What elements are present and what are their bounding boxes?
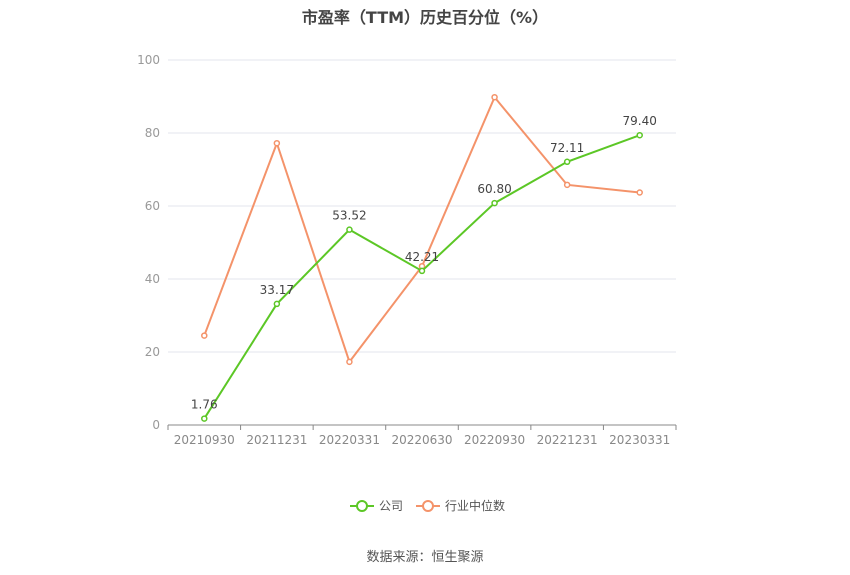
legend: 公司 行业中位数 bbox=[350, 498, 505, 513]
data-labels: 1.76 33.17 53.52 42.21 60.80 72.11 79.40 bbox=[191, 114, 657, 411]
legend-marker bbox=[356, 500, 368, 512]
x-tick-label: 20220930 bbox=[464, 433, 525, 447]
chart-title: 市盈率（TTM）历史百分位（%） bbox=[301, 8, 549, 27]
data-point bbox=[563, 158, 571, 166]
data-point bbox=[346, 358, 353, 366]
data-point bbox=[201, 415, 208, 422]
x-tick-label: 20210930 bbox=[174, 433, 235, 447]
data-point bbox=[563, 181, 571, 189]
data-point bbox=[346, 226, 353, 233]
data-label: 79.40 bbox=[623, 114, 657, 128]
data-point bbox=[491, 93, 498, 101]
y-tick-label: 20 bbox=[145, 345, 160, 359]
data-point bbox=[201, 332, 208, 339]
data-label: 72.11 bbox=[550, 141, 584, 155]
data-label: 53.52 bbox=[332, 209, 366, 223]
x-axis: 20210930 20211231 20220331 20220630 20220930… bbox=[167, 424, 677, 447]
source-note: 数据来源：恒生聚源 bbox=[366, 550, 484, 565]
data-point bbox=[491, 199, 498, 207]
series-line bbox=[203, 95, 640, 364]
data-label: 60.80 bbox=[477, 182, 511, 196]
legend-marker bbox=[422, 500, 434, 512]
y-axis-ticks: 0 20 40 60 80 100 bbox=[137, 53, 160, 432]
y-tick-label: 60 bbox=[145, 199, 160, 213]
y-tick-label: 100 bbox=[137, 53, 160, 67]
data-point bbox=[636, 189, 643, 196]
y-tick-label: 0 bbox=[152, 418, 160, 432]
x-tick-label: 20220630 bbox=[391, 433, 452, 447]
grid-lines bbox=[168, 59, 676, 353]
series-line bbox=[203, 134, 641, 420]
data-point bbox=[636, 131, 643, 139]
x-tick-label: 20221231 bbox=[537, 433, 598, 447]
data-label: 33.17 bbox=[260, 283, 294, 297]
data-label: 42.21 bbox=[405, 250, 439, 264]
x-tick-label: 20220331 bbox=[319, 433, 380, 447]
legend-label: 行业中位数 bbox=[445, 498, 505, 513]
x-tick-label: 20211231 bbox=[246, 433, 307, 447]
x-tick-label: 20230331 bbox=[609, 433, 670, 447]
y-tick-label: 40 bbox=[145, 272, 160, 286]
data-label: 1.76 bbox=[191, 398, 218, 412]
data-point bbox=[418, 267, 426, 275]
y-tick-label: 80 bbox=[145, 126, 160, 140]
data-point bbox=[273, 300, 281, 308]
legend-label: 公司 bbox=[379, 499, 403, 513]
data-point bbox=[273, 139, 281, 147]
series-lines bbox=[201, 93, 643, 422]
